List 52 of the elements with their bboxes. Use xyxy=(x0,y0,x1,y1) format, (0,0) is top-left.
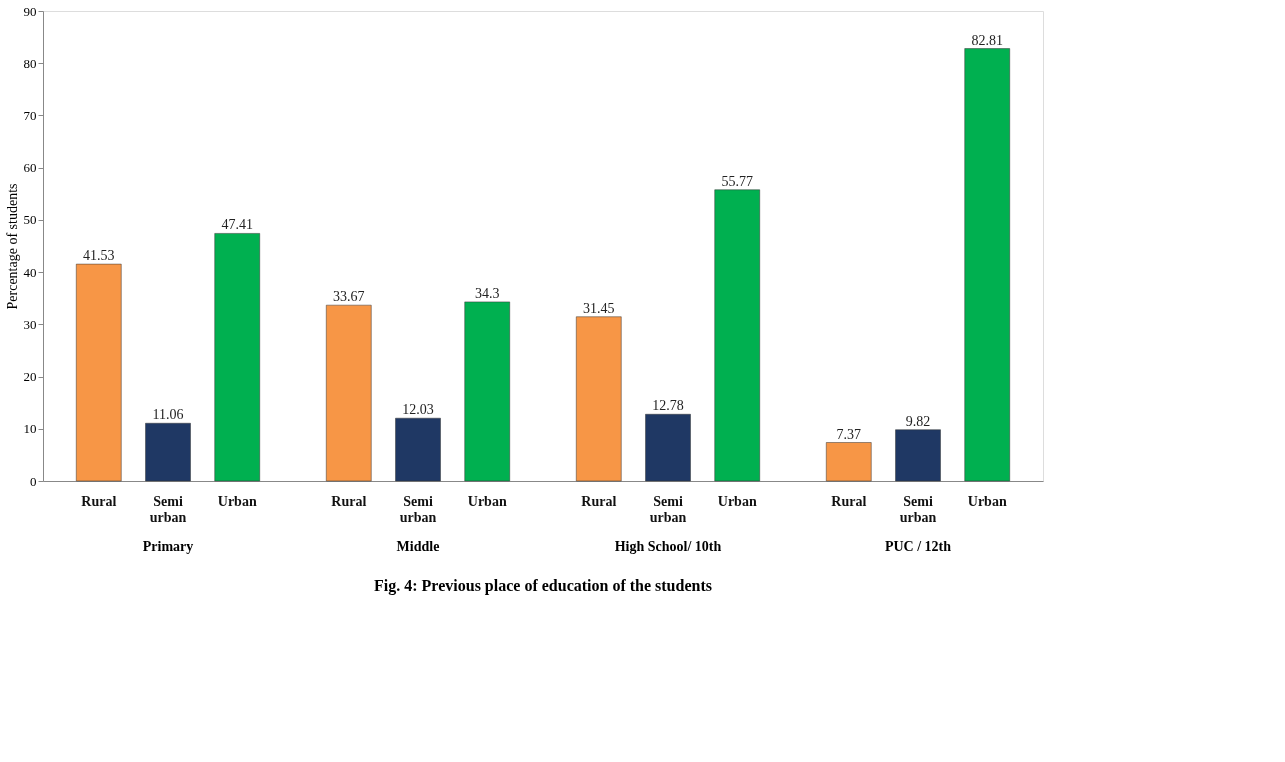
data-label: 47.41 xyxy=(221,217,253,233)
data-label: 82.81 xyxy=(971,32,1003,48)
data-label: 12.03 xyxy=(402,402,434,418)
x-tick-label: Primary xyxy=(142,538,194,554)
bar xyxy=(645,414,691,482)
bar xyxy=(326,304,372,482)
data-label: 33.67 xyxy=(333,289,365,305)
text: Urban xyxy=(967,494,1007,509)
y-tick-label: 40 xyxy=(23,264,37,280)
bar xyxy=(145,422,191,482)
text: Urban xyxy=(467,494,507,509)
y-tick-label: 30 xyxy=(23,316,37,332)
bar xyxy=(464,301,510,482)
y-axis-title: Percentage of students xyxy=(4,183,20,310)
y-tick-label: 20 xyxy=(23,369,37,385)
bar xyxy=(576,316,622,482)
data-label: 41.53 xyxy=(83,248,115,264)
bar xyxy=(76,263,122,482)
series-label: Semi urban xyxy=(149,494,187,525)
x-tick-label: High School/ 10th xyxy=(614,538,722,554)
bar xyxy=(895,429,941,482)
data-label: 12.78 xyxy=(652,398,684,414)
text: Fig. 4: Previous place of education of the students xyxy=(374,577,712,595)
y-tick-label: 10 xyxy=(23,421,37,437)
data-label: 9.82 xyxy=(905,413,931,429)
series-label: Urban xyxy=(217,494,257,509)
y-tick-label: 60 xyxy=(23,160,37,176)
series-label: Rural xyxy=(81,494,117,509)
text: Rural xyxy=(581,494,617,509)
text: Semi urban xyxy=(649,494,687,525)
y-tick-label: 0 xyxy=(30,473,37,489)
text: Semi urban xyxy=(399,494,437,525)
y-tick-label: 90 xyxy=(23,3,37,19)
data-label: 34.3 xyxy=(474,285,500,301)
x-tick-label: PUC / 12th xyxy=(884,538,952,554)
data-label: 11.06 xyxy=(152,407,184,423)
y-tick-label: 80 xyxy=(23,55,37,71)
bar xyxy=(214,233,260,482)
x-tick-label: Middle xyxy=(396,538,440,554)
bar xyxy=(826,442,872,482)
bar xyxy=(964,48,1010,482)
y-tick-label: 70 xyxy=(23,107,37,123)
data-label: 31.45 xyxy=(583,300,615,316)
text: Urban xyxy=(717,494,757,509)
data-label: 7.37 xyxy=(836,426,862,442)
data-label: 55.77 xyxy=(721,173,753,189)
text: Semi urban xyxy=(899,494,937,525)
bar xyxy=(395,417,441,482)
bar xyxy=(714,189,760,482)
text: Rural xyxy=(831,494,867,509)
y-tick-label: 50 xyxy=(23,212,37,228)
text: Rural xyxy=(331,494,367,509)
